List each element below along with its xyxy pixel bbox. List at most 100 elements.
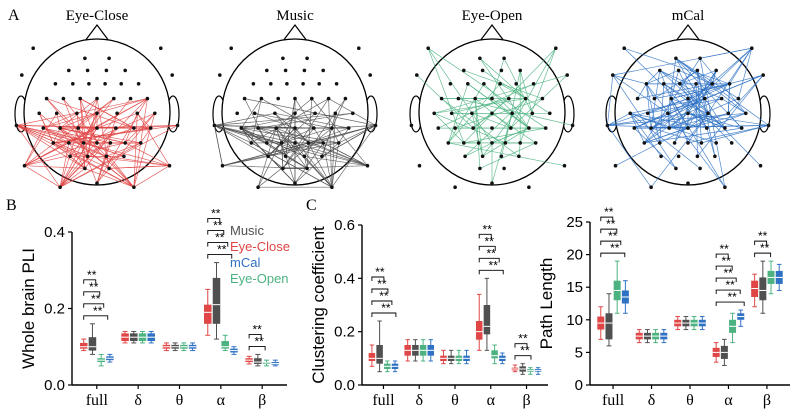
connectivity-edge xyxy=(24,127,135,167)
electrode-dot xyxy=(31,46,35,50)
bracket-line xyxy=(715,265,733,271)
significance-stars: ** xyxy=(604,205,614,219)
connectivity-edge xyxy=(519,70,533,114)
box-music-1 xyxy=(130,330,138,344)
electrode-dot xyxy=(71,82,75,86)
head-plots: Eye-Close Music Eye-Open mCal xyxy=(14,8,771,189)
connectivity-edge xyxy=(697,70,716,157)
electrode-dot xyxy=(456,96,461,101)
electrode-dot xyxy=(153,111,157,116)
box-eye-open-1 xyxy=(652,329,660,344)
connectivity-edge xyxy=(700,47,752,59)
connectivity-edge xyxy=(650,98,705,129)
electrode-dot xyxy=(605,123,610,128)
box-mcal-1 xyxy=(147,330,155,344)
connectivity-edge xyxy=(53,127,151,144)
electrode-dot xyxy=(276,96,281,101)
connectivity-edge xyxy=(728,74,764,114)
electrode-dot xyxy=(686,126,690,130)
box-music-4 xyxy=(519,363,526,375)
connectivity-edge xyxy=(83,113,98,144)
significance-bracket: ** xyxy=(715,290,745,307)
connectivity-edge xyxy=(106,156,135,188)
significance-stars: ** xyxy=(375,265,385,279)
connectivity-edge xyxy=(214,125,282,144)
box-eye-close-0 xyxy=(79,338,88,352)
bracket-line xyxy=(478,245,496,251)
connectivity-edge xyxy=(46,98,135,129)
electrode-dot xyxy=(449,111,454,116)
significance-bracket: ** xyxy=(207,231,229,247)
y-tick-label: 0.4 xyxy=(44,224,65,241)
significance-bracket: ** xyxy=(715,278,741,295)
connectivity-edge xyxy=(674,83,713,144)
y-tick-label: 10 xyxy=(566,312,583,329)
connectivity-edge xyxy=(607,112,746,126)
electrode-dot xyxy=(83,56,87,61)
connectivity-edge xyxy=(467,83,530,129)
electrode-dot xyxy=(699,141,704,145)
electrode-dot xyxy=(554,46,558,50)
significance-stars: ** xyxy=(381,301,391,315)
x-tick-label: full xyxy=(602,392,625,409)
box-eye-open-3 xyxy=(221,334,229,352)
bracket-line xyxy=(478,257,500,263)
electrode-dot xyxy=(674,166,678,171)
significance-stars: ** xyxy=(213,219,223,233)
connectivity-edge xyxy=(654,70,698,99)
electrode-dot xyxy=(104,68,109,73)
electrode-dot xyxy=(333,111,338,116)
electrode-dot xyxy=(480,154,485,159)
electrode-dot xyxy=(330,185,334,189)
bracket-line xyxy=(371,312,397,317)
chart-clustering-coefficient: 0.0 0.2 0.4 0.6 Clustering coefficient full **… xyxy=(309,217,548,409)
electrode-dot xyxy=(622,46,626,50)
connectivity-edge xyxy=(285,98,296,157)
box-eye-close-1 xyxy=(121,330,129,344)
connectivity-edge xyxy=(416,74,474,129)
electrode-dot xyxy=(478,166,482,171)
significance-bracket: ** xyxy=(248,334,266,351)
connectivity-edge xyxy=(427,48,465,144)
box-eye-open-1 xyxy=(419,339,427,362)
connectivity-edge xyxy=(214,125,296,129)
electrode-dot xyxy=(330,126,334,130)
electrode-dot xyxy=(518,141,522,145)
electrode-dot xyxy=(713,154,717,159)
connectivity-edge xyxy=(308,142,368,167)
electrode-dot xyxy=(644,82,649,86)
y-tick-label: 25 xyxy=(566,214,583,231)
connectivity-edge xyxy=(59,127,135,188)
connectivity-edge xyxy=(133,113,138,188)
connectivity-edge xyxy=(294,142,339,184)
connectivity-edge xyxy=(69,98,115,157)
connectivity-edge xyxy=(646,83,661,143)
box-mcal-4 xyxy=(271,359,280,367)
electrode-dot xyxy=(761,73,765,77)
connectivity-edge xyxy=(59,113,98,188)
electrode-dot xyxy=(453,185,457,189)
electrode-dot xyxy=(313,111,317,116)
electrode-dot xyxy=(368,73,373,77)
significance-bracket: ** xyxy=(754,241,772,258)
box-eye-open-4 xyxy=(262,359,271,367)
connectivity-edge xyxy=(68,98,148,144)
connectivity-edge xyxy=(59,127,98,188)
electrode-dot xyxy=(302,68,307,73)
connectivity-edge xyxy=(16,125,86,169)
connectivity-edge xyxy=(24,98,115,166)
electrode-dot xyxy=(61,96,66,101)
x-tick-label: full xyxy=(86,392,109,409)
electrode-dot xyxy=(710,82,714,86)
electrode-dot xyxy=(95,111,99,116)
electrode-dot xyxy=(658,141,662,145)
electrode-dot xyxy=(462,68,466,73)
box-eye-open-0 xyxy=(97,353,105,367)
electrode-dot xyxy=(351,111,355,116)
box-eye-close-1 xyxy=(404,339,411,362)
box-body xyxy=(204,304,212,324)
significance-bracket: ** xyxy=(600,205,614,222)
connectivity-edge xyxy=(294,142,368,167)
electrode-dot xyxy=(652,96,657,101)
